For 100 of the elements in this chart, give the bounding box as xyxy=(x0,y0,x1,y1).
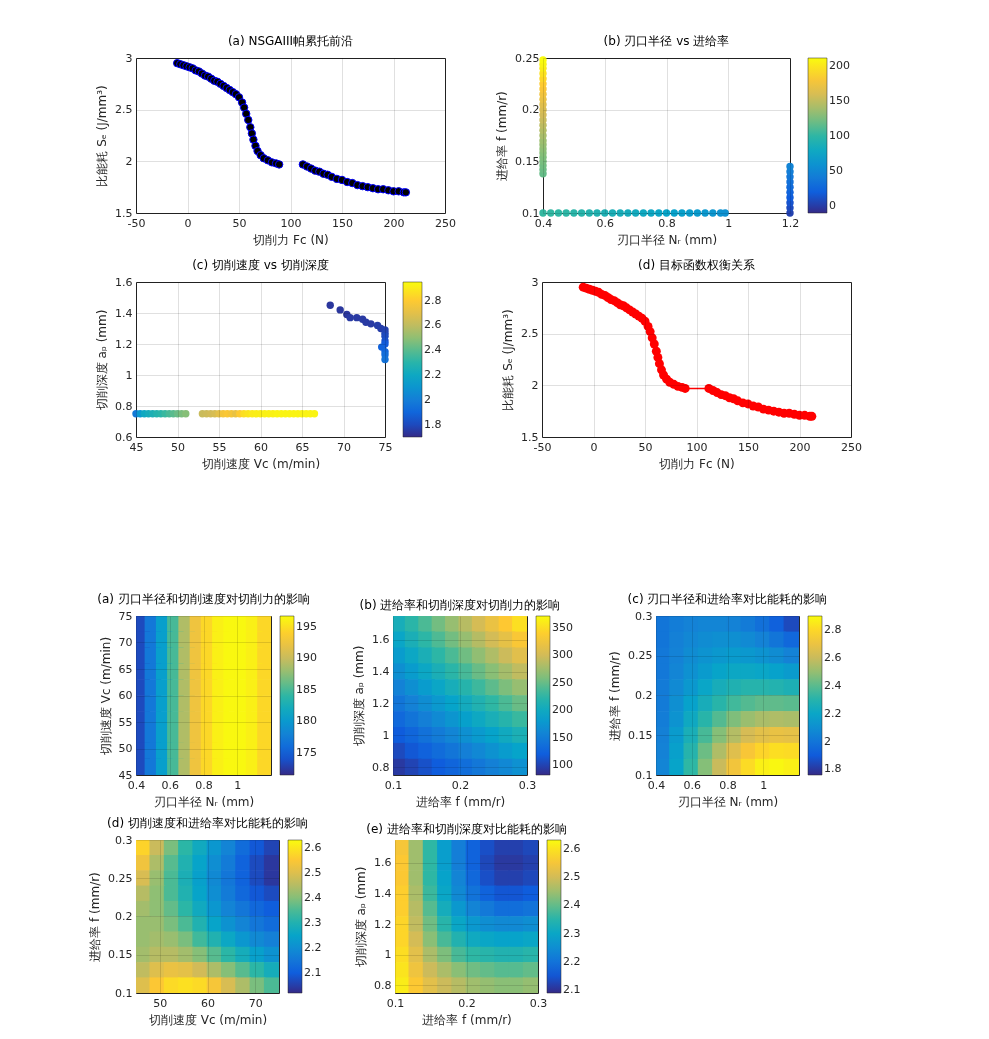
color-bar-label: 2.6 xyxy=(563,841,581,855)
y-axis-title: 切削深度 aₚ (mm) xyxy=(354,866,369,968)
chart-title: (a) 刃口半径和切削速度对切削力的影响 xyxy=(97,592,310,606)
color-bar-label: 150 xyxy=(829,94,850,108)
y-tick-label: 1.2 xyxy=(374,917,392,931)
x-tick-label: 0.2 xyxy=(451,778,470,792)
y-tick-label: 0.8 xyxy=(372,760,390,774)
x-tick-label: 50 xyxy=(171,440,185,454)
y-axis-title: 比能耗 Sₑ (J/mm³) xyxy=(95,85,110,187)
x-tick-label: 1.2 xyxy=(781,216,800,230)
color-bar-label: 2.1 xyxy=(304,965,322,979)
y-tick-label: 2.5 xyxy=(521,327,539,341)
x-axis-title: 进给率 f (mm/r) xyxy=(415,794,506,809)
color-bar-label: 2.4 xyxy=(424,343,442,357)
x-axis-title: 刃口半径 Nᵣ (mm) xyxy=(677,794,779,809)
x-tick-label: 0.6 xyxy=(161,778,179,792)
color-bar-label: 195 xyxy=(296,619,317,633)
color-bar-label: 50 xyxy=(829,164,843,178)
y-axis-title: 切削深度 aₚ (mm) xyxy=(95,309,110,411)
y-tick-label: 0.2 xyxy=(635,689,653,702)
y-tick-label: 0.25 xyxy=(108,871,133,885)
x-tick-label: 1 xyxy=(760,778,768,792)
x-tick-label: 0.6 xyxy=(683,778,701,792)
color-bar-label: 2.6 xyxy=(424,318,442,332)
y-tick-label: 1 xyxy=(125,368,133,382)
color-bar-label: 2.2 xyxy=(563,954,581,968)
y-tick-label: 0.8 xyxy=(115,399,133,413)
x-tick-label: 150 xyxy=(332,216,353,230)
color-bar-label: 2.2 xyxy=(424,368,442,381)
y-tick-label: 2 xyxy=(125,154,133,168)
x-tick-label: 55 xyxy=(212,440,227,454)
y-tick-label: 0.15 xyxy=(628,728,653,742)
color-bar-label: 2.3 xyxy=(304,915,322,929)
y-tick-label: 2 xyxy=(531,378,539,392)
x-tick-label: 0.8 xyxy=(195,778,213,792)
x-tick-label: 100 xyxy=(686,440,708,454)
color-bar-label: 2 xyxy=(424,392,431,406)
color-bar-label: 200 xyxy=(552,703,573,717)
y-tick-label: 60 xyxy=(118,689,133,702)
x-axis-title: 切削力 Fc (N) xyxy=(253,232,329,247)
x-tick-label: 50 xyxy=(232,216,247,230)
y-tick-label: 0.6 xyxy=(115,430,133,444)
color-bar-label: 1.8 xyxy=(424,417,442,431)
x-tick-label: 65 xyxy=(295,440,310,454)
x-tick-label: 60 xyxy=(254,440,268,454)
color-bar-label: 300 xyxy=(552,648,573,662)
y-tick-label: 1.4 xyxy=(374,887,392,901)
x-tick-label: 100 xyxy=(280,216,302,230)
x-axis-title: 进给率 f (mm/r) xyxy=(422,1012,512,1027)
x-tick-label: 200 xyxy=(383,216,405,230)
y-tick-label: 0.15 xyxy=(515,154,540,168)
x-tick-label: 250 xyxy=(841,440,862,454)
color-bar-label: 100 xyxy=(829,129,850,143)
y-tick-label: 0.8 xyxy=(374,978,392,992)
x-tick-label: 0.2 xyxy=(458,996,476,1010)
color-bar-label: 2.2 xyxy=(304,940,322,954)
chart-title: (c) 刃口半径和进给率对比能耗的影响 xyxy=(627,592,828,606)
x-axis-title: 切削速度 Vc (m/min) xyxy=(148,1012,268,1027)
y-axis-title: 进给率 f (mm/r) xyxy=(495,91,510,181)
y-tick-label: 0.2 xyxy=(115,910,133,923)
color-bar-label: 2.6 xyxy=(304,840,322,854)
chart-title: (b) 进给率和切削深度对切削力的影响 xyxy=(359,598,561,612)
y-tick-label: 1.6 xyxy=(374,856,392,870)
y-tick-label: 0.3 xyxy=(635,609,653,623)
color-bar-label: 185 xyxy=(296,682,317,696)
color-bar-label: 2.4 xyxy=(563,898,581,912)
x-axis-title: 切削力 Fc (N) xyxy=(659,456,735,471)
y-tick-label: 1.2 xyxy=(372,696,390,710)
y-tick-label: 1.6 xyxy=(115,275,133,289)
color-bar-label: 175 xyxy=(296,745,317,759)
x-tick-label: 50 xyxy=(153,996,168,1010)
color-bar-label: 2.3 xyxy=(563,926,581,940)
color-bar-label: 2.6 xyxy=(824,650,842,664)
color-bar-label: 150 xyxy=(552,730,573,744)
color-bar-label: 200 xyxy=(829,59,850,73)
y-tick-label: 65 xyxy=(118,662,133,676)
y-tick-label: 70 xyxy=(118,636,133,649)
color-bar-label: 2.8 xyxy=(824,622,842,636)
color-bar-label: 250 xyxy=(552,675,573,689)
y-tick-label: 1 xyxy=(384,948,392,962)
y-tick-label: 0.1 xyxy=(115,986,133,1000)
chart-title: (e) 进给率和切削深度对比能耗的影响 xyxy=(366,822,567,836)
x-axis-title: 刃口半径 Nᵣ (mm) xyxy=(153,794,255,809)
x-tick-label: 0 xyxy=(590,440,598,454)
color-bar-label: 2.1 xyxy=(563,983,581,997)
y-tick-label: 3 xyxy=(125,51,133,65)
y-tick-label: 75 xyxy=(118,609,133,623)
x-tick-label: 70 xyxy=(248,996,263,1010)
color-bar-label: 190 xyxy=(296,651,317,665)
y-tick-label: 0.25 xyxy=(515,51,540,65)
y-tick-label: 1 xyxy=(382,728,390,742)
chart-title: (c) 切削速度 vs 切削深度 xyxy=(192,258,329,272)
y-axis-title: 进给率 f (mm/r) xyxy=(88,872,103,962)
x-tick-label: 1 xyxy=(234,778,242,792)
y-tick-label: 1.2 xyxy=(115,337,133,351)
color-bar-label: 2.4 xyxy=(304,890,322,904)
y-tick-label: 2.5 xyxy=(115,103,133,117)
chart-title: (d) 目标函数权衡关系 xyxy=(638,258,755,272)
x-tick-label: 250 xyxy=(435,216,456,230)
y-tick-label: 50 xyxy=(118,742,133,755)
